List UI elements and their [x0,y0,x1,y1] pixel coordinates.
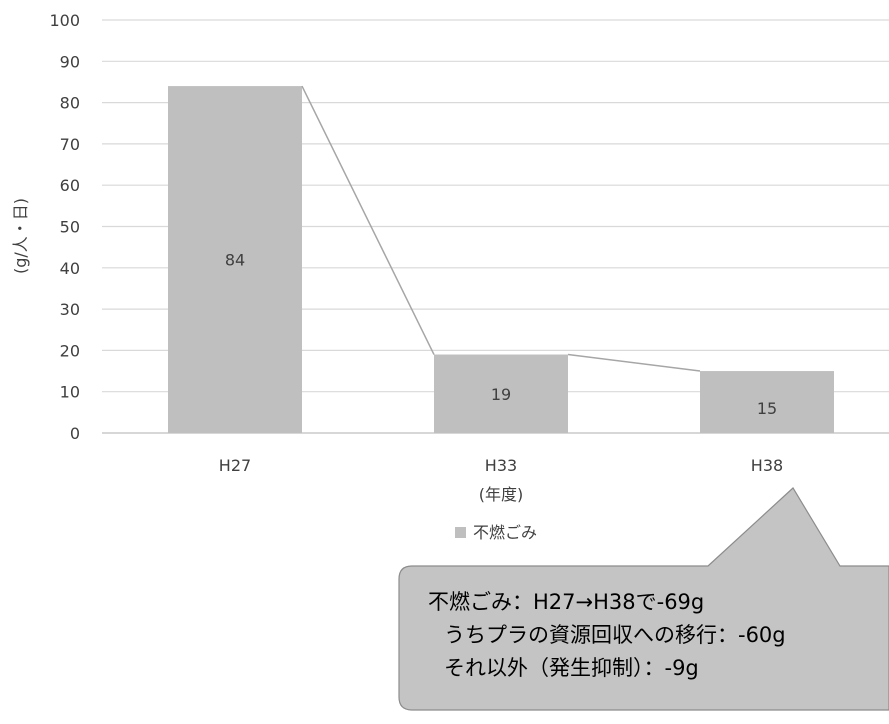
bar [700,371,834,433]
y-tick-label: 90 [60,52,80,71]
y-tick-label: 40 [60,259,80,278]
y-tick-label: 80 [60,94,80,113]
data-labels: 84 19 15 [225,251,777,418]
legend-label: 不燃ごみ [473,523,537,542]
callout-text: 不燃ごみ：H27→H38で-69g うちプラの資源回収への移行：-60g それ以… [428,586,888,685]
series-line [301,85,435,355]
callout-line-1: 不燃ごみ：H27→H38で-69g [428,590,705,614]
y-tick-label: 0 [70,424,80,443]
y-tick-label: 100 [49,11,80,30]
x-tick-label: H38 [751,456,783,475]
series-lines [301,85,701,372]
callout-line-2: うちプラの資源回収への移行：-60g [444,623,786,647]
bars [168,86,834,433]
callout-box [398,487,889,711]
y-tick-label: 10 [60,383,80,402]
data-label: 84 [225,251,245,270]
y-tick-labels: 0 10 20 30 40 50 60 70 80 90 100 [49,11,80,443]
bar [434,354,568,433]
y-tick-label: 70 [60,135,80,154]
y-tick-label: 60 [60,176,80,195]
legend-swatch [455,527,466,538]
y-tick-label: 20 [60,341,80,360]
y-tick-label: 50 [60,218,80,237]
callout-line-3: それ以外（発生抑制）：-9g [444,656,699,680]
y-tick-label: 30 [60,300,80,319]
series-line [567,353,701,372]
data-label: 19 [491,385,511,404]
x-tick-label: H27 [219,456,251,475]
y-axis-label: (g/人・日) [11,198,30,274]
x-tick-labels: H27 H33 H38 [219,456,783,475]
x-tick-label: H33 [485,456,517,475]
legend: 不燃ごみ [455,523,537,542]
bar [168,86,302,433]
x-axis-label: (年度) [479,485,524,504]
data-label: 15 [757,399,777,418]
